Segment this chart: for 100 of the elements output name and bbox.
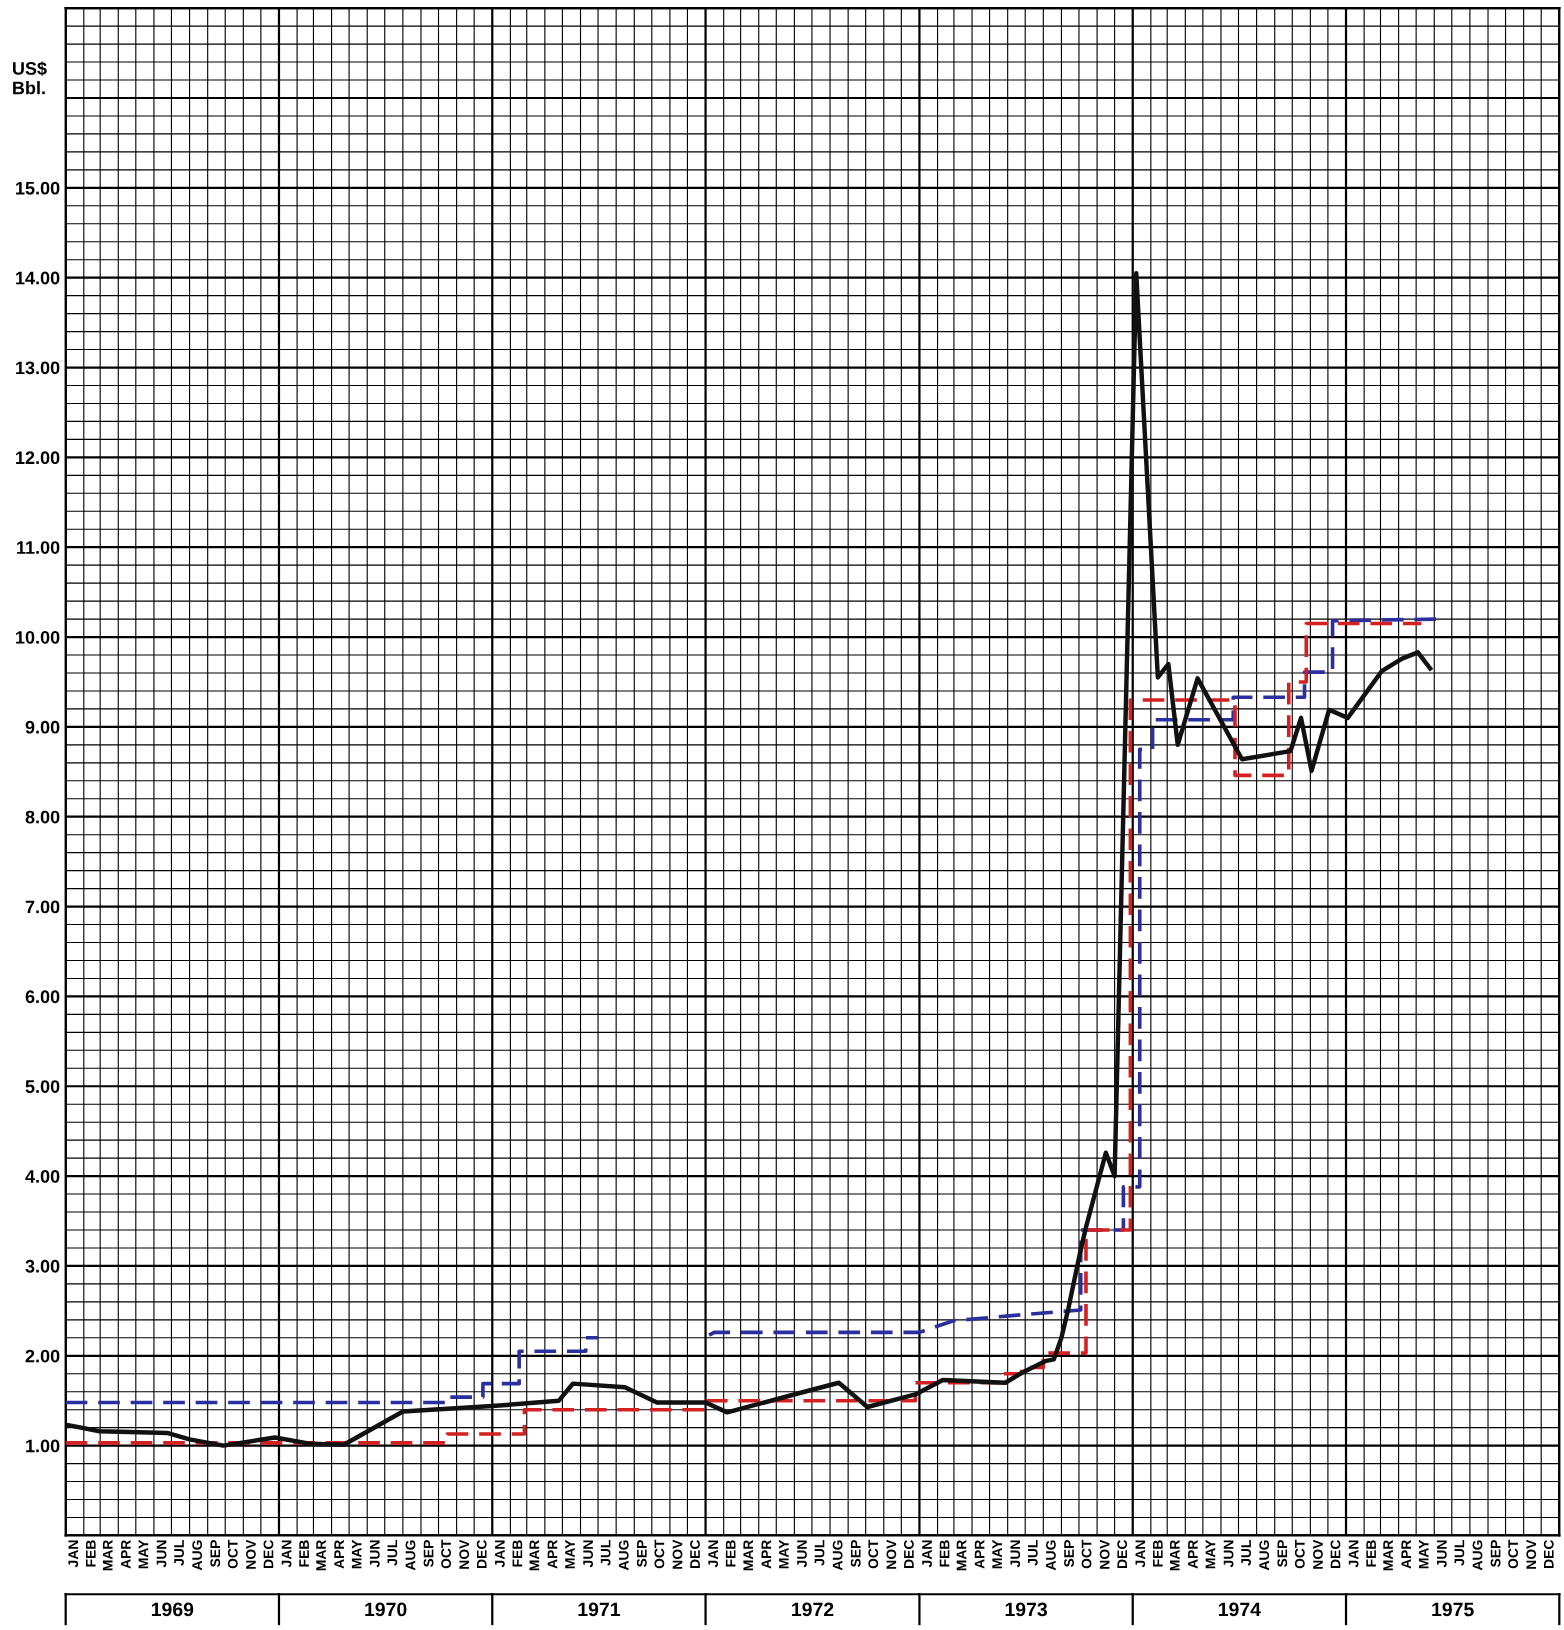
text: 1974 (1218, 1602, 1261, 1617)
x-tick-label: NOV (886, 1539, 897, 1569)
x-tick-label: FEB (299, 1540, 309, 1567)
y-tick-label: 5.00 (25, 1080, 60, 1093)
y-tick-label: 10.00 (16, 630, 60, 644)
line-series (65, 1336, 600, 1405)
x-tick-label: AUG (1259, 1540, 1270, 1571)
x-tick-label: JUL (814, 1540, 825, 1566)
text: 1973 (1005, 1602, 1048, 1617)
x-tick-label: JUL (1454, 1540, 1465, 1566)
x-tick-label: DEC (263, 1540, 274, 1569)
x-tick-label: SEP (423, 1540, 434, 1568)
x-tick-label: JUL (1028, 1540, 1038, 1566)
x-tick-label: MAR (743, 1539, 753, 1571)
x-tick-label: FEB (939, 1540, 950, 1567)
y-tick-label: 8.00 (25, 810, 60, 824)
x-tick-label: OCT (1294, 1539, 1305, 1569)
x-tick-label: AUG (832, 1540, 843, 1571)
x-tick-label: OCT (1508, 1539, 1519, 1569)
x-tick-label: MAR (956, 1539, 967, 1571)
x-tick-label: DEC (1543, 1540, 1554, 1569)
x-tick-label: JUN (1010, 1540, 1021, 1568)
x-tick-label: DEC (1117, 1540, 1128, 1569)
x-tick-label: NOV (245, 1539, 256, 1569)
x-tick-label: MAR (529, 1539, 540, 1571)
x-tick-label: AUG (1472, 1540, 1483, 1571)
x-tick-label: JUN (797, 1540, 807, 1568)
x-tick-label: MAR (316, 1539, 326, 1571)
x-tick-label: MAY (351, 1539, 362, 1569)
x-tick-label: MAR (102, 1539, 113, 1571)
x-tick-label: JUN (156, 1540, 167, 1568)
x-tick-label: APR (1401, 1539, 1411, 1569)
x-tick-label: APR (974, 1539, 985, 1569)
x-tick-label: OCT (868, 1539, 879, 1569)
x-tick-label: MAY (138, 1539, 149, 1569)
x-tick-label: JUN (370, 1540, 380, 1568)
x-tick-label: APR (334, 1539, 344, 1569)
x-tick-label: APR (121, 1539, 131, 1569)
x-tick-label: FEB (1153, 1540, 1163, 1567)
x-tick-label: NOV (459, 1539, 470, 1569)
x-tick-label: MAY (1418, 1539, 1429, 1569)
x-tick-label: JUL (174, 1540, 184, 1566)
text: 1972 (792, 1602, 834, 1617)
x-tick-label: JUN (1223, 1540, 1234, 1568)
x-tick-label: DEC (476, 1540, 487, 1569)
x-tick-label: FEB (512, 1540, 523, 1567)
x-tick-label: FEB (725, 1540, 736, 1567)
x-tick-label: MAY (565, 1539, 575, 1569)
x-tick-label: AUG (192, 1540, 203, 1571)
x-tick-label: MAR (1383, 1539, 1393, 1571)
x-tick-label: OCT (227, 1539, 238, 1569)
x-tick-label: OCT (1081, 1539, 1092, 1569)
text: 1975 (1432, 1602, 1474, 1617)
x-tick-label: OCT (654, 1539, 665, 1569)
x-tick-label: SEP (850, 1540, 861, 1568)
x-tick-label: JAN (1348, 1540, 1359, 1568)
x-tick-label: NOV (1099, 1539, 1110, 1569)
x-tick-label: JAN (68, 1540, 79, 1568)
y-tick-label: 7.00 (25, 900, 60, 914)
x-tick-label: MAY (779, 1539, 789, 1569)
text: 1970 (365, 1602, 407, 1617)
x-tick-label: JUL (387, 1540, 398, 1566)
x-tick-label: NOV (1313, 1539, 1323, 1569)
x-tick-label: AUG (618, 1540, 629, 1571)
x-tick-label: APR (1188, 1539, 1198, 1569)
x-tick-label: JAN (1135, 1540, 1146, 1568)
x-tick-label: APR (547, 1539, 558, 1569)
line-series (65, 621, 1424, 1445)
x-tick-label: JUN (1437, 1540, 1447, 1568)
x-tick-label: MAR (1170, 1539, 1180, 1571)
x-tick-label: DEC (1330, 1540, 1341, 1569)
x-tick-label: SEP (1064, 1540, 1074, 1568)
x-tick-label: SEP (210, 1540, 221, 1568)
x-tick-label: JUL (1241, 1540, 1251, 1566)
x-tick-label: DEC (690, 1540, 700, 1569)
x-tick-label: AUG (1045, 1540, 1056, 1571)
x-tick-label: NOV (672, 1539, 683, 1569)
x-tick-label: FEB (1366, 1540, 1376, 1567)
y-tick-label: 13.00 (16, 361, 60, 375)
x-tick-label: JAN (495, 1540, 505, 1568)
x-tick-label: SEP (1490, 1540, 1501, 1568)
x-tick-label: DEC (903, 1540, 914, 1569)
y-tick-label: 12.00 (16, 451, 60, 465)
y-tick-label: 14.00 (16, 271, 60, 285)
y-axis-title: US$ Bbl. (13, 61, 47, 95)
x-tick-label: JAN (708, 1540, 719, 1568)
x-tick-label: JAN (922, 1540, 932, 1568)
x-tick-label: FEB (86, 1540, 96, 1567)
x-tick-label: APR (761, 1539, 772, 1569)
y-tick-label: 3.00 (25, 1259, 60, 1273)
y-tick-label: 2.00 (25, 1349, 60, 1363)
x-tick-label: JUN (583, 1540, 593, 1568)
y-tick-label: 15.00 (16, 181, 60, 195)
x-tick-label: AUG (405, 1540, 416, 1571)
y-tick-label: 1.00 (26, 1439, 60, 1453)
x-tick-label: NOV (1526, 1539, 1537, 1569)
y-tick-label: 4.00 (25, 1170, 60, 1183)
x-tick-label: MAY (1205, 1539, 1216, 1569)
x-tick-label: JUL (600, 1540, 611, 1566)
x-tick-label: SEP (1277, 1540, 1288, 1568)
